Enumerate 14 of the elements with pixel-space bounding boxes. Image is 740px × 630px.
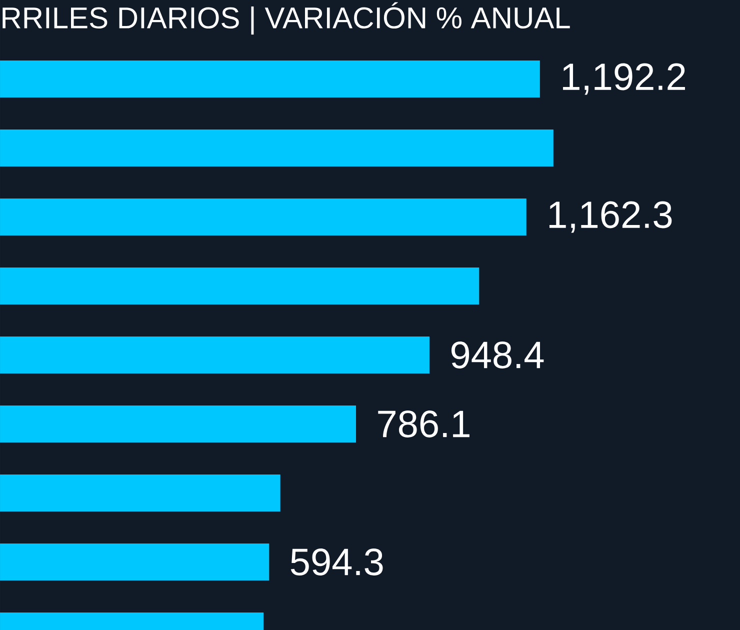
bar [0, 60, 540, 98]
bar [0, 474, 280, 512]
data-label: 948.4 [451, 342, 544, 368]
data-label: 1,192.2 [563, 63, 685, 95]
bar [0, 543, 270, 580]
data-label: 594.3 [290, 548, 383, 576]
data-label: 1,162.3 [549, 201, 672, 233]
bar [0, 268, 480, 304]
bar [0, 336, 430, 374]
bar [0, 405, 356, 442]
data-label: 786.1 [378, 410, 470, 438]
bar [0, 198, 526, 236]
bar [0, 130, 554, 166]
chart-title: RRILES DIARIOS | VARIACIÓN % ANUAL [2, 2, 570, 35]
